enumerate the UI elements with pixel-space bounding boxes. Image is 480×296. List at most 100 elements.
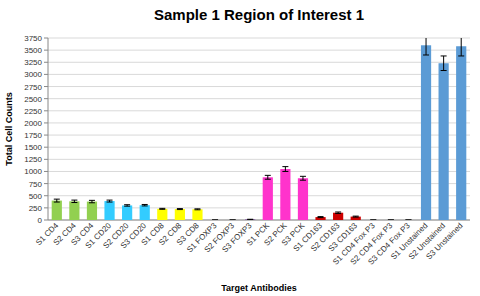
error-cap [247,219,253,220]
bar [192,209,202,220]
grid-line [48,98,470,99]
error-cap [335,211,341,212]
y-axis-label: Total Cell Counts [4,92,14,165]
error-cap [318,216,324,217]
bar [52,201,62,220]
error-cap [441,70,447,71]
tick-mark [44,86,48,87]
tick-label: 750 [29,180,43,189]
error-bar [282,167,288,172]
error-cap [282,166,288,167]
tick-label: 2500 [24,95,42,104]
tick-mark [44,207,48,208]
bar [421,45,431,220]
tick-label: 2750 [24,83,42,92]
error-cap [89,202,95,203]
bar [175,209,185,220]
error-cap [353,217,359,218]
error-bar [405,220,411,221]
category-label: S3 Unstained [424,221,464,261]
tick-label: 3000 [24,70,42,79]
grid-line [48,195,470,196]
bar [87,202,97,220]
bar [245,219,255,220]
tick-label: 3750 [24,34,42,43]
bar [403,220,413,221]
error-line [302,176,303,180]
grid-line [48,171,470,172]
error-cap [405,220,411,221]
bar [228,220,238,221]
error-bar [124,205,130,206]
error-cap [300,180,306,181]
error-cap [194,209,200,210]
error-bar [142,204,148,205]
error-bar [247,219,253,220]
error-cap [194,208,200,209]
bar [315,217,325,220]
grid-line [48,62,470,63]
grid-line [48,159,470,160]
title: Sample 1 Region of Interest 1 [154,6,364,23]
tick-label: 3500 [24,46,42,55]
tick-mark [44,38,48,39]
error-cap [54,202,60,203]
grid-line [48,135,470,136]
error-cap [230,220,236,221]
grid-line [48,50,470,51]
error-cap [71,200,77,201]
bar [69,201,79,220]
bar [140,205,150,220]
tick-mark [44,74,48,75]
tick-label: 1000 [24,167,42,176]
tick-mark [44,110,48,111]
error-cap [107,202,113,203]
tick-mark [44,220,48,221]
error-cap [405,220,411,221]
error-line [443,56,444,71]
tick-label: 2250 [24,107,42,116]
bar [456,46,466,220]
error-cap [388,220,394,221]
tick-label: 1500 [24,143,42,152]
error-cap [142,205,148,206]
bar [386,220,396,221]
error-cap [124,204,130,205]
error-bar [388,220,394,221]
tick-mark [44,171,48,172]
error-cap [370,220,376,221]
error-cap [159,209,165,210]
error-cap [388,220,394,221]
error-cap [212,220,218,221]
error-cap [458,55,464,56]
grid-line [48,86,470,87]
error-bar [159,208,165,210]
bar [298,178,308,220]
error-bar [318,216,324,218]
bar [351,217,361,220]
bars [52,38,467,220]
error-cap [71,202,77,203]
error-cap [107,200,113,201]
tick-mark [44,147,48,148]
chart: Sample 1 Region of Interest 102505007501… [0,0,480,296]
grid-line [48,74,470,75]
error-bar [54,199,60,202]
tick-mark [44,183,48,184]
error-cap [54,199,60,200]
error-cap [230,220,236,221]
tick-mark [44,50,48,51]
error-cap [265,175,271,176]
error-cap [318,217,324,218]
error-cap [370,220,376,221]
error-bar [300,176,306,180]
error-cap [300,176,306,177]
error-bar [71,200,77,202]
x-axis-label: Target Antibodies [221,283,297,293]
error-cap [124,206,130,207]
bar [157,209,167,220]
error-bar [423,38,429,55]
bar [210,220,220,221]
bar [104,201,114,220]
tick-label: 2000 [24,119,42,128]
